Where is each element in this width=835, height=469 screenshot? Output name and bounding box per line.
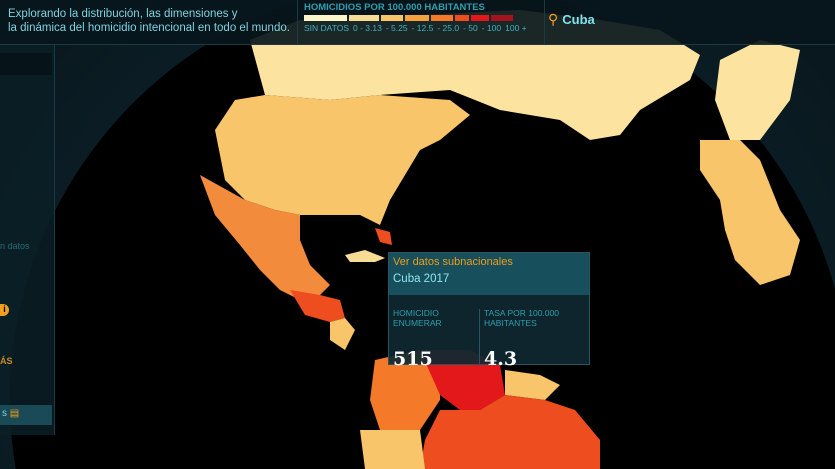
intro-line-2: la dinámica del homicidio intencional en…: [8, 22, 290, 34]
legend: HOMICIDIOS POR 100.000 HABITANTES SIN DA…: [297, 0, 545, 45]
legend-label: 0 - 3.13: [353, 23, 382, 33]
legend-labels: SIN DATOS 0 - 3.13- 5.25- 12.5- 25.0- 50-…: [304, 23, 538, 33]
legend-swatch: [381, 15, 403, 21]
legend-label: SIN DATOS: [304, 23, 350, 33]
side-button-label: s: [2, 408, 7, 419]
legend-swatch: [349, 15, 379, 21]
legend-swatch: [431, 15, 453, 21]
search-icon[interactable]: ⚲: [548, 10, 559, 27]
rate-label: TASA POR 100.000 HABITANTES: [484, 308, 559, 328]
document-icon: ▤: [9, 408, 20, 419]
legend-label: - 5.25: [385, 23, 408, 33]
country-cuba[interactable]: [345, 250, 385, 262]
intro-line-1: Explorando la distribución, las dimensio…: [8, 8, 238, 20]
legend-swatch: [471, 15, 489, 21]
legend-title: HOMICIDIOS POR 100.000 HABITANTES: [304, 2, 485, 13]
search-input[interactable]: [562, 11, 803, 27]
tooltip-header: Ver datos subnacionales Cuba 2017: [389, 253, 589, 295]
legend-swatch: [405, 15, 429, 21]
country-africa-west[interactable]: [700, 140, 800, 285]
legend-label: - 12.5: [411, 23, 434, 33]
more-label[interactable]: ÁS: [0, 356, 13, 366]
legend-label: - 100: [481, 23, 502, 33]
info-icon[interactable]: i: [0, 304, 9, 316]
side-panel: n datos i ÁS s ▤: [0, 45, 55, 435]
legend-swatches: [304, 15, 538, 21]
legend-swatch: [304, 15, 347, 21]
legend-label: - 50: [463, 23, 478, 33]
country-colombia[interactable]: [370, 350, 440, 430]
rate-value: 4.3: [484, 348, 518, 370]
side-panel-field[interactable]: [0, 53, 52, 75]
country-venezuela[interactable]: [420, 350, 505, 410]
side-panel-button[interactable]: s ▤: [0, 405, 52, 425]
country-peru[interactable]: [360, 430, 425, 469]
legend-label: - 25.0: [437, 23, 460, 33]
tooltip-country: Cuba 2017: [393, 273, 450, 285]
country-central-america[interactable]: [290, 290, 345, 322]
top-bar: Explorando la distribución, las dimensio…: [0, 0, 835, 45]
country-brazil[interactable]: [420, 395, 600, 469]
rate-column: TASA POR 100.000 HABITANTES 4.3: [479, 308, 574, 370]
count-label: HOMICIDIO ENUMERAR: [393, 308, 442, 328]
no-data-label: n datos: [0, 241, 30, 251]
legend-swatch: [455, 15, 469, 21]
intro-text: Explorando la distribución, las dimensio…: [8, 7, 293, 35]
country-guyanas[interactable]: [505, 370, 560, 400]
country-mexico[interactable]: [200, 175, 330, 300]
country-morocco[interactable]: [715, 40, 800, 140]
search-box[interactable]: ⚲: [548, 8, 828, 30]
subnational-data-link[interactable]: Ver datos subnacionales: [393, 256, 513, 268]
country-tooltip: Ver datos subnacionales Cuba 2017 HOMICI…: [388, 252, 590, 370]
country-usa[interactable]: [215, 95, 470, 225]
legend-swatch: [491, 15, 513, 21]
count-value: 515: [393, 348, 433, 370]
count-column: HOMICIDIO ENUMERAR 515: [393, 308, 488, 370]
country-caribbean[interactable]: [375, 228, 392, 245]
country-nicaragua[interactable]: [330, 318, 355, 350]
legend-label: 100 +: [505, 23, 527, 33]
